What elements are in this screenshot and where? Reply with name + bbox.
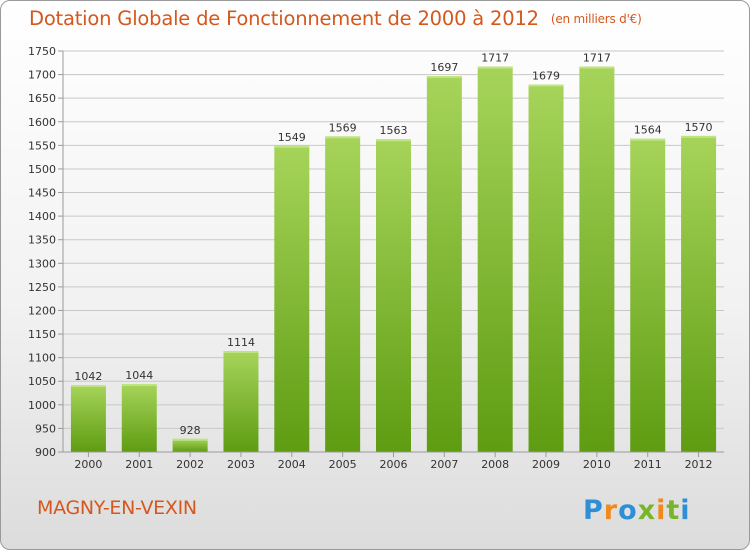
- chart-title: Dotation Globale de Fonctionnement de 20…: [29, 7, 642, 30]
- y-tick-label: 1300: [28, 257, 56, 270]
- bar: [630, 138, 666, 452]
- bar-top-highlight: [681, 135, 717, 138]
- x-tick-label: 2003: [227, 458, 255, 471]
- commune-name: MAGNY-EN-VEXIN: [37, 497, 197, 519]
- x-tick-label: 2010: [583, 458, 611, 471]
- y-tick-label: 1450: [28, 187, 56, 200]
- data-label: 1564: [634, 124, 662, 137]
- bar: [223, 351, 259, 452]
- data-label: 1717: [481, 52, 509, 65]
- x-tick-label: 2007: [430, 458, 458, 471]
- y-tick-label: 1350: [28, 234, 56, 247]
- bar-top-highlight: [223, 351, 259, 354]
- bar: [172, 438, 208, 452]
- data-label: 1549: [278, 131, 306, 144]
- bar: [426, 76, 462, 452]
- y-tick-label: 1650: [28, 92, 56, 105]
- bar-top-highlight: [172, 438, 208, 441]
- data-label: 1042: [74, 370, 102, 383]
- bar-top-highlight: [121, 384, 157, 387]
- y-tick-label: 900: [35, 446, 56, 459]
- bar: [274, 145, 310, 452]
- bar-top-highlight: [426, 76, 462, 79]
- y-tick-label: 1400: [28, 210, 56, 223]
- bar: [579, 66, 615, 452]
- data-label: 1717: [583, 52, 611, 65]
- bar: [477, 66, 513, 452]
- y-tick-label: 950: [35, 422, 56, 435]
- bar: [325, 136, 361, 452]
- y-tick-label: 1150: [28, 328, 56, 341]
- x-tick-label: 2011: [634, 458, 662, 471]
- x-tick-label: 2004: [278, 458, 306, 471]
- y-tick-label: 1750: [28, 45, 56, 58]
- y-tick-label: 1000: [28, 399, 56, 412]
- data-label: 1679: [532, 69, 560, 82]
- bar: [376, 139, 411, 452]
- y-tick-label: 1050: [28, 375, 56, 388]
- data-label: 1570: [685, 121, 713, 134]
- bar-top-highlight: [579, 66, 615, 69]
- x-tick-label: 2012: [685, 458, 713, 471]
- bar-top-highlight: [70, 385, 106, 388]
- bar-top-highlight: [325, 136, 361, 139]
- bar: [528, 84, 564, 452]
- data-label: 928: [180, 424, 201, 437]
- x-tick-label: 2006: [380, 458, 408, 471]
- bar-top-highlight: [376, 139, 411, 142]
- y-tick-label: 1250: [28, 281, 56, 294]
- bar-top-highlight: [477, 66, 513, 69]
- bar: [681, 135, 717, 452]
- x-tick-label: 2008: [481, 458, 509, 471]
- y-tick-label: 1700: [28, 69, 56, 82]
- svg-text:Proxiti: Proxiti: [583, 495, 691, 526]
- unit-note: (en milliers d'€): [550, 12, 642, 26]
- y-tick-label: 1100: [28, 352, 56, 365]
- y-tick-label: 1500: [28, 163, 56, 176]
- data-label: 1114: [227, 336, 255, 349]
- data-label: 1697: [430, 61, 458, 74]
- y-tick-label: 1550: [28, 139, 56, 152]
- chart-title-text: Dotation Globale de Fonctionnement de 20…: [29, 7, 539, 30]
- x-tick-label: 2009: [532, 458, 560, 471]
- bar: [121, 384, 157, 452]
- bar-top-highlight: [528, 84, 564, 87]
- x-tick-label: 2005: [329, 458, 357, 471]
- x-tick-label: 2001: [125, 458, 153, 471]
- x-tick-label: 2002: [176, 458, 204, 471]
- bar-top-highlight: [630, 138, 666, 141]
- data-label: 1569: [329, 121, 357, 134]
- bar: [70, 385, 106, 452]
- y-tick-label: 1200: [28, 304, 56, 317]
- proxiti-logo: Proxiti: [583, 495, 691, 526]
- x-tick-label: 2000: [74, 458, 102, 471]
- bar-top-highlight: [274, 145, 310, 148]
- data-label: 1044: [125, 369, 153, 382]
- data-label: 1563: [380, 124, 408, 137]
- y-tick-label: 1600: [28, 116, 56, 129]
